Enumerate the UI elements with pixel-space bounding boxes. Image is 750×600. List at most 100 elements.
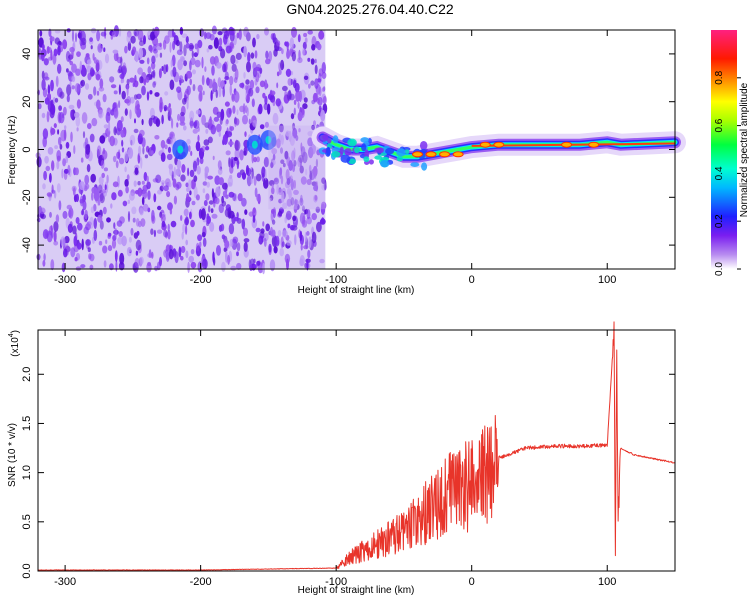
noise-blob <box>264 95 268 105</box>
noise-blob <box>218 177 224 186</box>
noise-blob <box>176 181 182 189</box>
noise-blob <box>100 31 107 37</box>
noise-blob <box>63 106 67 116</box>
noise-blob <box>255 72 260 83</box>
noise-blob <box>116 120 123 132</box>
ridge-blob <box>396 156 403 162</box>
noise-blob <box>194 120 198 127</box>
noise-blob <box>195 109 201 115</box>
noise-blob <box>42 183 46 190</box>
noise-blob <box>241 197 247 207</box>
noise-blob <box>80 79 86 87</box>
noise-blob <box>256 260 261 266</box>
noise-blob <box>311 231 317 244</box>
noise-blob <box>311 99 316 105</box>
noise-blob <box>321 201 327 210</box>
noise-blob <box>205 128 209 134</box>
noise-blob <box>227 176 233 187</box>
noise-blob <box>279 123 284 133</box>
noise-blob <box>54 37 60 45</box>
noise-blob <box>79 195 84 207</box>
noise-blob <box>143 171 148 182</box>
noise-blob <box>300 146 306 158</box>
noise-blob <box>186 138 191 145</box>
noise-blob <box>160 152 166 162</box>
noise-blob <box>133 180 137 187</box>
noise-blob <box>302 205 305 212</box>
snr-x-tick-label: -100 <box>325 576 347 588</box>
noise-blob <box>287 78 293 86</box>
noise-blob <box>225 45 232 54</box>
noise-blob <box>114 250 118 262</box>
ridge-blob <box>419 140 428 151</box>
noise-blob <box>208 200 214 205</box>
noise-blob <box>272 32 276 43</box>
noise-blob <box>216 62 222 69</box>
noise-blob <box>258 235 264 245</box>
noise-blob <box>117 236 123 245</box>
noise-blob <box>96 90 100 96</box>
noise-blob <box>292 127 298 139</box>
noise-blob <box>71 29 75 42</box>
noise-blob <box>91 192 94 201</box>
noise-blob <box>103 260 107 268</box>
noise-blob <box>306 178 312 186</box>
noise-blob <box>238 29 242 40</box>
noise-blob <box>79 30 86 43</box>
noise-blob <box>146 262 152 273</box>
noise-blob <box>135 100 140 111</box>
noise-blob <box>270 226 273 237</box>
spectrogram-x-tick-label: -200 <box>190 274 212 286</box>
spectrogram-y-tick-label: 20 <box>21 96 33 108</box>
noise-blob <box>39 207 46 215</box>
noise-blob <box>313 120 316 127</box>
noise-blob <box>53 240 59 246</box>
noise-blob <box>269 197 272 202</box>
noise-blob <box>210 124 217 135</box>
noise-blob <box>195 141 201 152</box>
noise-blob <box>111 239 117 249</box>
noise-blob <box>102 93 107 103</box>
noise-blob <box>264 79 268 90</box>
noise-blob <box>276 82 279 89</box>
noise-blob <box>73 235 78 247</box>
noise-blob <box>239 149 244 161</box>
noise-blob <box>222 86 225 98</box>
noise-blob <box>62 158 66 167</box>
spectrogram-y-tick-label: 0 <box>21 146 33 152</box>
noise-blob <box>127 199 131 204</box>
noise-blob <box>178 75 184 81</box>
colorbar-tick-label: 0.0 <box>714 262 725 276</box>
ridge-peak <box>588 141 600 148</box>
noise-blob <box>129 109 132 120</box>
noise-blob <box>63 248 68 258</box>
noise-blob <box>293 204 298 214</box>
noise-blob <box>256 156 260 163</box>
noise-blob <box>141 85 146 96</box>
noise-blob <box>185 42 190 49</box>
noise-blob <box>166 153 173 161</box>
noise-blob <box>320 109 326 122</box>
noise-blob <box>205 193 210 201</box>
noise-blob <box>90 206 95 214</box>
noise-blob <box>168 249 174 260</box>
noise-blob <box>194 59 201 68</box>
noise-blob <box>136 93 142 100</box>
noise-blob <box>315 206 320 213</box>
noise-blob <box>71 85 75 90</box>
noise-blob <box>114 227 118 238</box>
noise-blob <box>229 75 234 86</box>
noise-blob <box>299 255 305 267</box>
noise-blob <box>173 166 176 178</box>
noise-blob <box>215 89 218 99</box>
noise-blob <box>119 157 125 165</box>
snr-y-tick-label: 0.5 <box>21 514 33 529</box>
noise-blob <box>99 78 104 89</box>
noise-blob <box>65 141 70 149</box>
noise-blob <box>89 67 95 77</box>
noise-blob <box>166 191 171 198</box>
ridge-blob <box>376 147 384 154</box>
noise-blob <box>186 193 190 204</box>
noise-blob <box>229 238 234 247</box>
noise-blob <box>268 50 273 62</box>
